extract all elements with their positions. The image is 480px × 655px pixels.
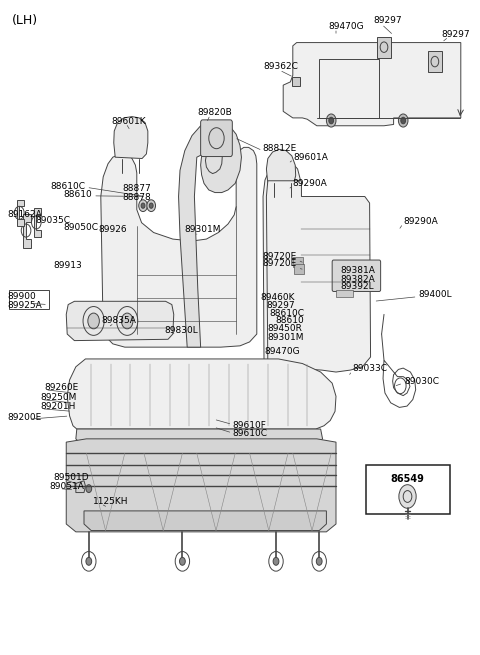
Text: 88610: 88610	[63, 190, 92, 199]
Circle shape	[121, 313, 133, 329]
Circle shape	[149, 203, 153, 208]
Text: 89290A: 89290A	[403, 217, 438, 226]
Circle shape	[139, 200, 147, 212]
Polygon shape	[266, 149, 296, 183]
Text: 89290A: 89290A	[293, 179, 327, 188]
Polygon shape	[179, 121, 241, 347]
Text: 89470G: 89470G	[264, 346, 300, 356]
FancyBboxPatch shape	[332, 260, 381, 291]
Circle shape	[86, 485, 92, 493]
Circle shape	[316, 557, 322, 565]
Text: 89050C: 89050C	[64, 223, 99, 233]
Text: 89610F: 89610F	[232, 421, 266, 430]
Polygon shape	[84, 511, 326, 531]
Text: 88610C: 88610C	[269, 309, 304, 318]
Text: 89033C: 89033C	[352, 364, 387, 373]
Text: 89450R: 89450R	[267, 324, 302, 333]
Text: 89051A: 89051A	[49, 482, 84, 491]
Bar	[377, 37, 391, 58]
Bar	[336, 290, 353, 297]
Text: 89460K: 89460K	[260, 293, 295, 302]
Polygon shape	[66, 301, 174, 341]
Text: 89501D: 89501D	[54, 473, 89, 482]
Polygon shape	[67, 359, 336, 429]
Text: 89362C: 89362C	[263, 62, 298, 71]
Polygon shape	[66, 439, 336, 532]
Text: 86549: 86549	[391, 474, 424, 485]
Text: 89392L: 89392L	[341, 282, 374, 291]
FancyBboxPatch shape	[201, 120, 232, 157]
Polygon shape	[114, 117, 148, 159]
Text: 89201H: 89201H	[40, 402, 76, 411]
Text: 89926: 89926	[98, 225, 127, 234]
Text: 89470G: 89470G	[328, 22, 364, 31]
Text: 89830L: 89830L	[164, 326, 198, 335]
Polygon shape	[292, 77, 300, 86]
Text: 88610C: 88610C	[50, 181, 85, 191]
Text: 89260E: 89260E	[44, 383, 78, 392]
Text: 89610C: 89610C	[232, 429, 267, 438]
Polygon shape	[266, 181, 371, 372]
Circle shape	[398, 114, 408, 127]
Bar	[366, 465, 450, 514]
Circle shape	[88, 313, 99, 329]
Text: 89820B: 89820B	[198, 108, 232, 117]
Text: 89913: 89913	[54, 261, 83, 271]
Polygon shape	[76, 481, 85, 493]
Text: 88878: 88878	[122, 193, 151, 202]
Text: 89381A: 89381A	[341, 266, 376, 275]
Bar	[293, 257, 303, 267]
Circle shape	[141, 203, 145, 208]
Text: 88877: 88877	[122, 184, 151, 193]
Text: 89162A: 89162A	[8, 210, 42, 219]
Polygon shape	[283, 43, 461, 126]
Bar	[428, 51, 442, 72]
Circle shape	[329, 117, 334, 124]
Text: 88610: 88610	[276, 316, 304, 326]
Text: 89250M: 89250M	[40, 393, 77, 402]
Circle shape	[399, 485, 416, 508]
Polygon shape	[101, 147, 257, 347]
Circle shape	[326, 114, 336, 127]
Text: (LH): (LH)	[12, 14, 37, 28]
Text: 89297: 89297	[373, 16, 402, 26]
Text: 89720E: 89720E	[263, 252, 297, 261]
Circle shape	[273, 557, 279, 565]
Text: 89400L: 89400L	[419, 290, 452, 299]
Text: 89035C: 89035C	[36, 216, 71, 225]
Circle shape	[401, 117, 406, 124]
Bar	[9, 290, 49, 309]
Text: 89601A: 89601A	[294, 153, 329, 162]
Text: 89835A: 89835A	[102, 316, 137, 326]
Text: 89925A: 89925A	[8, 301, 42, 310]
Polygon shape	[23, 214, 31, 248]
Text: 89301M: 89301M	[185, 225, 221, 234]
Polygon shape	[263, 161, 301, 369]
Text: 89720E: 89720E	[263, 259, 297, 269]
Circle shape	[86, 557, 92, 565]
Text: 1125KH: 1125KH	[93, 497, 129, 506]
Circle shape	[180, 557, 185, 565]
Bar	[294, 264, 304, 274]
Polygon shape	[76, 429, 323, 444]
Text: 89200E: 89200E	[8, 413, 42, 422]
Text: 89382A: 89382A	[341, 274, 375, 284]
Polygon shape	[17, 200, 24, 226]
Circle shape	[147, 200, 156, 212]
Text: 89030C: 89030C	[404, 377, 439, 386]
Text: 88812E: 88812E	[263, 144, 297, 153]
Polygon shape	[34, 208, 41, 237]
Text: 89601K: 89601K	[111, 117, 146, 126]
Text: 89301M: 89301M	[268, 333, 304, 342]
Text: 89297: 89297	[442, 29, 470, 39]
Text: 89900: 89900	[8, 291, 36, 301]
Text: 89297: 89297	[266, 301, 295, 310]
